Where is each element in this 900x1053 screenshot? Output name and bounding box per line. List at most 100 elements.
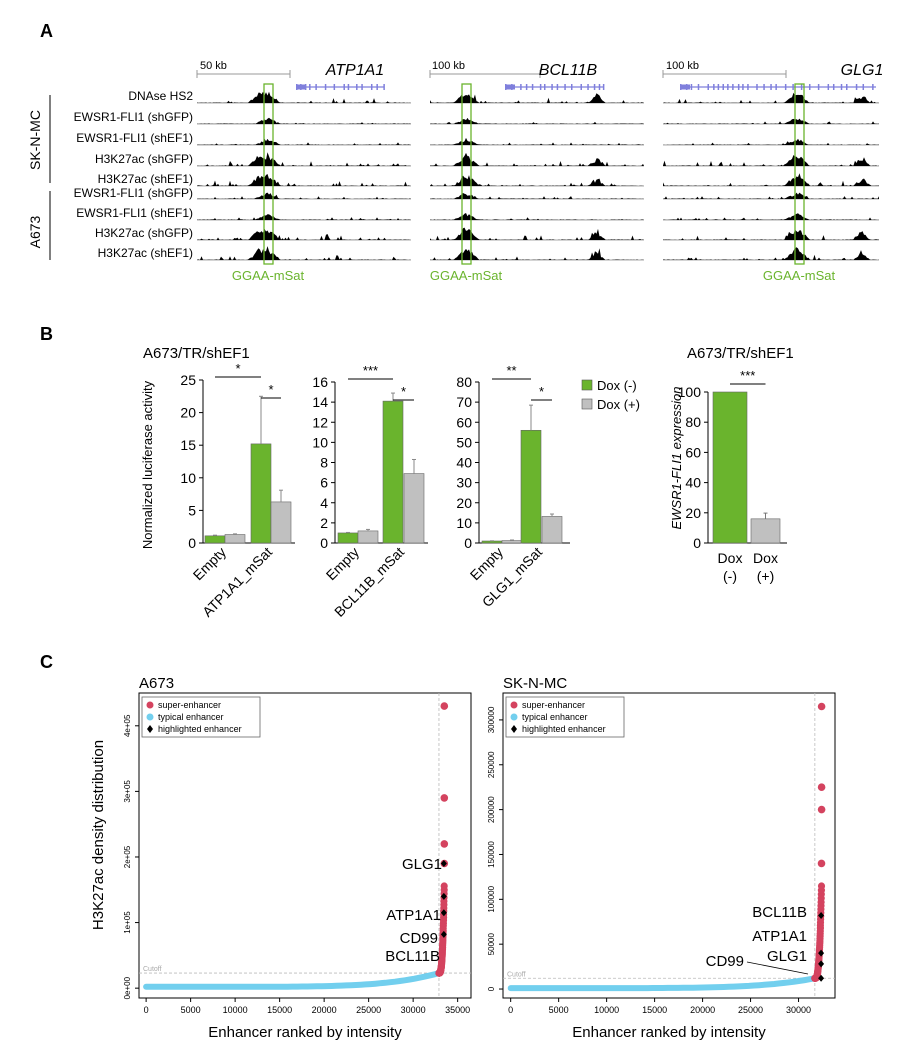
super-enhancer-point xyxy=(817,702,826,711)
x-tick-label: 20000 xyxy=(690,1005,715,1015)
scatter-plots: A673 0 5000 10000 15000 20000 25000 30000 35000 0… xyxy=(123,675,836,1041)
y-tick-label: 60 xyxy=(456,414,472,430)
msat-highlight-box xyxy=(263,83,274,265)
x-tick-label: 15000 xyxy=(267,1005,292,1015)
significance-stars: *** xyxy=(363,363,378,378)
legend-label: highlighted enhancer xyxy=(158,724,242,734)
scatter-title: SK-N-MC xyxy=(503,675,567,692)
panel-c-ylabel: H3K27ac density distribution xyxy=(90,740,107,930)
y-tick-label: 40 xyxy=(456,455,472,471)
panel-b-title-right: A673/TR/shEF1 xyxy=(687,345,794,362)
panel-b-right-ylabel: EWSR1-FLI1 expression xyxy=(669,386,684,529)
track-label-1: DNAse HS2 xyxy=(128,89,193,103)
y-tick-label: 1e+05 xyxy=(123,911,132,934)
super-enhancer-point xyxy=(440,882,448,890)
bar xyxy=(403,473,425,544)
legend-label: typical enhancer xyxy=(158,712,224,722)
significance-stars: * xyxy=(539,384,544,399)
group-label-sknmc: SK-N-MC xyxy=(27,110,43,170)
highlighted-enhancer-point xyxy=(818,911,825,919)
signal-tracks xyxy=(430,93,644,261)
y-tick-label: 80 xyxy=(456,374,472,390)
scatter-a673: A673 0 5000 10000 15000 20000 25000 30000 35000 0… xyxy=(123,675,472,1041)
track-label-8: H3K27ac (shGFP) xyxy=(95,226,193,240)
y-tick-label: 2 xyxy=(320,515,328,531)
y-tick-label: 6 xyxy=(320,475,328,491)
y-tick-label: 0 xyxy=(487,986,496,991)
y-tick-label: 3e+05 xyxy=(123,780,132,803)
x-tick-label: 0 xyxy=(144,1005,149,1015)
x-tick-label-2: (-) xyxy=(723,568,737,584)
panel-label-a: A xyxy=(40,21,53,41)
track-label-4: H3K27ac (shGFP) xyxy=(95,152,193,166)
y-tick-label: 30 xyxy=(456,475,472,491)
y-tick-label: 70 xyxy=(456,394,472,410)
y-tick-label: 12 xyxy=(312,414,328,430)
x-tick-label: 30000 xyxy=(401,1005,426,1015)
y-tick-label: 20 xyxy=(456,495,472,511)
x-tick-label: 30000 xyxy=(786,1005,811,1015)
track-label-9: H3K27ac (shEF1) xyxy=(98,246,193,260)
signal-tracks xyxy=(663,92,879,261)
super-enhancer-point xyxy=(440,794,449,802)
y-tick-label: 80 xyxy=(685,414,701,430)
locus-atp1a1: 50 kb ATP1A1 GGAA-mSat xyxy=(196,60,411,283)
track-label-6: EWSR1-FLI1 (shGFP) xyxy=(74,186,193,200)
y-tick-label: 8 xyxy=(320,455,328,471)
significance-stars: * xyxy=(268,382,273,397)
y-tick-label: 4e+05 xyxy=(123,714,132,737)
legend-label-dox-minus: Dox (-) xyxy=(597,378,637,393)
highlight-label-cd99: CD99 xyxy=(400,930,438,947)
y-tick-label: 100000 xyxy=(487,885,496,912)
scale-bar-label: 100 kb xyxy=(666,60,699,72)
scatter-legend: super-enhancer typical enhancer highlighte… xyxy=(141,696,261,738)
panel-b-ylabel: Normalized luciferase activity xyxy=(140,380,155,549)
y-tick-label: 60 xyxy=(685,444,701,460)
panel-a-genome-tracks: SK-N-MC A673 DNAse HS2 EWSR1-FLI1 (shGFP… xyxy=(27,60,883,283)
legend-marker xyxy=(146,713,154,721)
bar xyxy=(204,535,226,544)
x-tick-label: 5000 xyxy=(549,1005,569,1015)
group-label-a673: A673 xyxy=(27,215,43,248)
y-tick-label: 50 xyxy=(456,434,472,450)
plot-frame xyxy=(502,692,836,999)
y-tick-label: 40 xyxy=(685,475,701,491)
panel-b-title-left: A673/TR/shEF1 xyxy=(143,345,250,362)
bar xyxy=(224,534,246,544)
x-tick-label: 0 xyxy=(508,1005,513,1015)
x-tick-label: 10000 xyxy=(223,1005,248,1015)
panel-label-b: B xyxy=(40,324,53,344)
cutoff-label: Cutoff xyxy=(143,966,162,973)
significance-stars: *** xyxy=(740,368,755,383)
y-tick-label: 100 xyxy=(678,384,702,400)
cd99-leader-line xyxy=(746,961,809,975)
y-tick-label: 50000 xyxy=(487,933,496,956)
scatter-xlabel: Enhancer ranked by intensity xyxy=(208,1024,402,1041)
x-tick-label: 35000 xyxy=(445,1005,470,1015)
legend-marker xyxy=(147,725,153,733)
bar xyxy=(712,391,748,544)
y-tick-label: 300000 xyxy=(487,706,496,733)
bar xyxy=(270,501,292,544)
y-tick-label: 10 xyxy=(312,434,328,450)
track-label-2: EWSR1-FLI1 (shGFP) xyxy=(74,110,193,124)
gene-name-glg1: GLG1 xyxy=(841,62,884,79)
legend-label: super-enhancer xyxy=(158,700,221,710)
bar xyxy=(337,532,359,544)
super-enhancer-point xyxy=(817,859,826,868)
y-tick-label: 0 xyxy=(464,535,472,551)
y-tick-label: 0 xyxy=(320,535,328,551)
track-label-5: H3K27ac (shEF1) xyxy=(98,172,193,186)
bar xyxy=(357,530,379,544)
signal-tracks xyxy=(197,91,411,261)
super-enhancer-point xyxy=(817,882,826,890)
gene-name-atp1a1: ATP1A1 xyxy=(325,62,384,79)
x-tick-label: 10000 xyxy=(594,1005,619,1015)
gene-name-bcl11b: BCL11B xyxy=(539,62,598,79)
track-label-7: EWSR1-FLI1 (shEF1) xyxy=(76,206,193,220)
highlight-label-bcl11b: BCL11B xyxy=(752,904,807,921)
legend-label: highlighted enhancer xyxy=(522,724,606,734)
bar xyxy=(541,516,563,544)
